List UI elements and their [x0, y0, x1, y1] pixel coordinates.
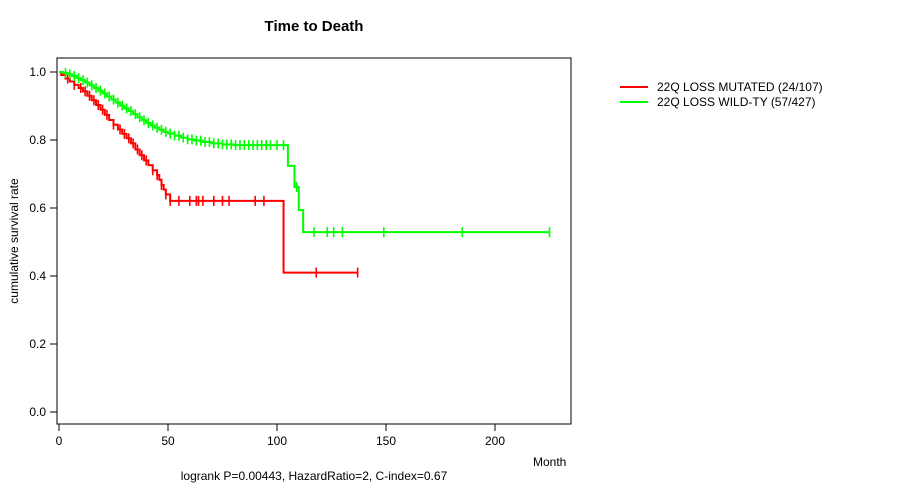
plot-title: Time to Death: [264, 18, 364, 35]
y-tick-label: 1.0: [29, 65, 46, 79]
legend-item-wildtype: 22Q LOSS WILD-TY (57/427): [620, 94, 823, 109]
x-tick-label: 200: [485, 434, 505, 448]
x-axis-title: Month: [533, 455, 567, 469]
survival-curve-wildtype: [59, 71, 550, 234]
plot-box: [56, 57, 572, 425]
y-tick-label: 0.0: [29, 405, 46, 419]
x-tick-label: 100: [267, 434, 287, 448]
y-tick-label: 0.8: [29, 133, 46, 147]
legend: 22Q LOSS MUTATED (24/107) 22Q LOSS WILD-…: [620, 79, 823, 109]
y-tick-label: 0.4: [29, 269, 46, 283]
legend-label-wildtype: 22Q LOSS WILD-TY (57/427): [657, 94, 816, 109]
y-tick-label: 0.6: [29, 201, 46, 215]
survival-curve-mutated: [59, 71, 358, 274]
footer-stats: logrank P=0.00443, HazardRatio=2, C-inde…: [180, 469, 448, 483]
legend-item-mutated: 22Q LOSS MUTATED (24/107): [620, 79, 823, 94]
x-tick-label: 150: [376, 434, 396, 448]
x-tick-label: 0: [56, 434, 63, 448]
legend-line-green-icon: [620, 100, 648, 103]
y-tick-label: 0.2: [29, 337, 46, 351]
legend-label-mutated: 22Q LOSS MUTATED (24/107): [657, 79, 823, 94]
x-tick-label: 50: [161, 434, 175, 448]
legend-line-red-icon: [620, 85, 648, 88]
